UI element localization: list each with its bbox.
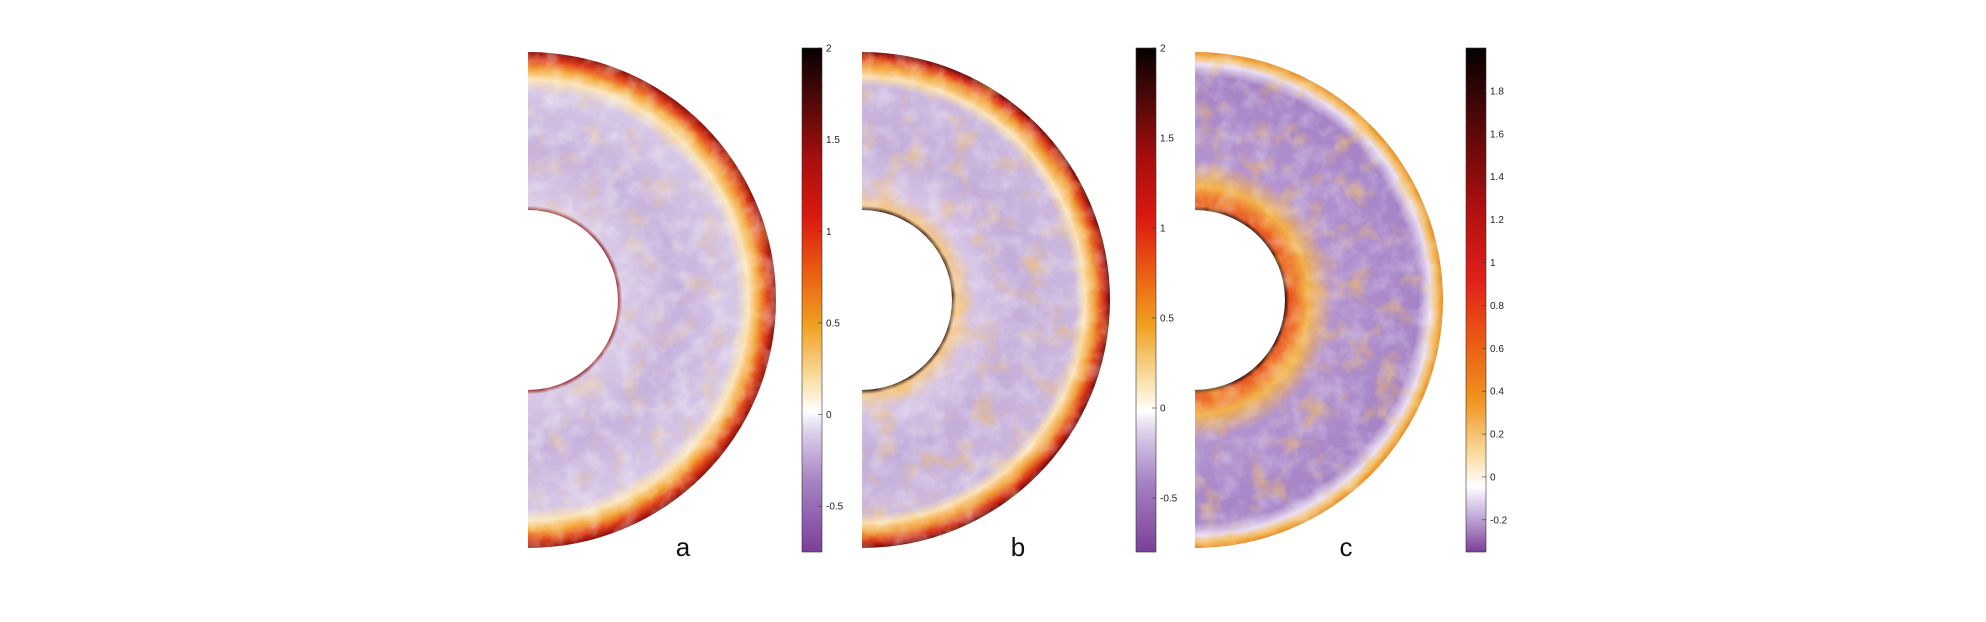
colorbar-tick-label: 0.4 [1490, 387, 1504, 398]
panel-label-b: b [1011, 532, 1025, 562]
colorbar-tick-label: 1.6 [1490, 129, 1504, 140]
colorbar-c [1465, 47, 1487, 553]
shell-c-warm-plumes [1195, 52, 1443, 548]
colorbar-tick-label: 1.2 [1490, 215, 1504, 226]
colorbar-tick-label: -0.2 [1490, 515, 1508, 526]
colorbar-tick-label: -0.5 [826, 502, 844, 513]
colorbar-tick-label: 0.5 [1160, 314, 1174, 325]
panel-label-a: a [676, 532, 691, 562]
colorbar-c-ticks: 1.8 1.6 1.4 1.2 1 0.8 0.6 0.4 0.2 0 -0.2 [1482, 86, 1508, 526]
colorbar-tick-label: 2 [826, 44, 832, 55]
colorbar-tick-label: 1 [1160, 224, 1166, 235]
colorbar-a [801, 47, 823, 553]
colorbar-tick-label: 1.5 [1160, 134, 1174, 145]
panel-label-c: c [1340, 532, 1353, 562]
colorbar-a-ticks: 2 1.5 1 0.5 0 -0.5 [818, 44, 844, 513]
colorbar-tick-label: 0 [1160, 404, 1166, 415]
colorbar-tick-label: 0.8 [1490, 301, 1504, 312]
colorbar-b [1135, 47, 1157, 553]
panel-a: 2 1.5 1 0.5 0 -0.5 a [528, 44, 844, 562]
colorbar-tick-label: -0.5 [1160, 494, 1178, 505]
colorbar-tick-label: 0.5 [826, 318, 840, 329]
colorbar-tick-label: 0 [1490, 472, 1496, 483]
colorbar-tick-label: 0 [826, 410, 832, 421]
colorbar-b-ticks: 2 1.5 1 0.5 0 -0.5 [1152, 44, 1178, 505]
shell-a-warm-plumes [528, 52, 776, 548]
panel-c: 1.8 1.6 1.4 1.2 1 0.8 0.6 0.4 0.2 0 -0.2 c [1195, 47, 1508, 562]
colorbar-tick-label: 1.5 [826, 135, 840, 146]
colorbar-tick-label: 0.2 [1490, 430, 1504, 441]
colorbar-tick-label: 1.4 [1490, 172, 1504, 183]
colorbar-tick-label: 2 [1160, 44, 1166, 55]
colorbar-tick-label: 1 [1490, 258, 1496, 269]
colorbar-tick-label: 0.6 [1490, 344, 1504, 355]
colorbar-tick-label: 1 [826, 227, 832, 238]
shell-b-warm-plumes [862, 52, 1110, 548]
panel-b: 2 1.5 1 0.5 0 -0.5 b [862, 44, 1178, 562]
colorbar-tick-label: 1.8 [1490, 86, 1504, 97]
